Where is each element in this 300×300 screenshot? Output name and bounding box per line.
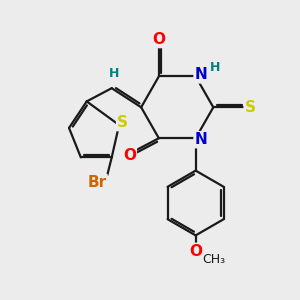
Text: CH₃: CH₃ (202, 253, 226, 266)
Text: N: N (195, 132, 207, 147)
Text: S: S (244, 100, 256, 115)
Text: O: O (123, 148, 136, 164)
Text: H: H (109, 67, 119, 80)
Text: H: H (210, 61, 220, 74)
Text: Br: Br (87, 175, 106, 190)
Text: S: S (117, 115, 128, 130)
Text: O: O (152, 32, 165, 47)
Text: N: N (195, 68, 207, 82)
Text: O: O (189, 244, 202, 259)
